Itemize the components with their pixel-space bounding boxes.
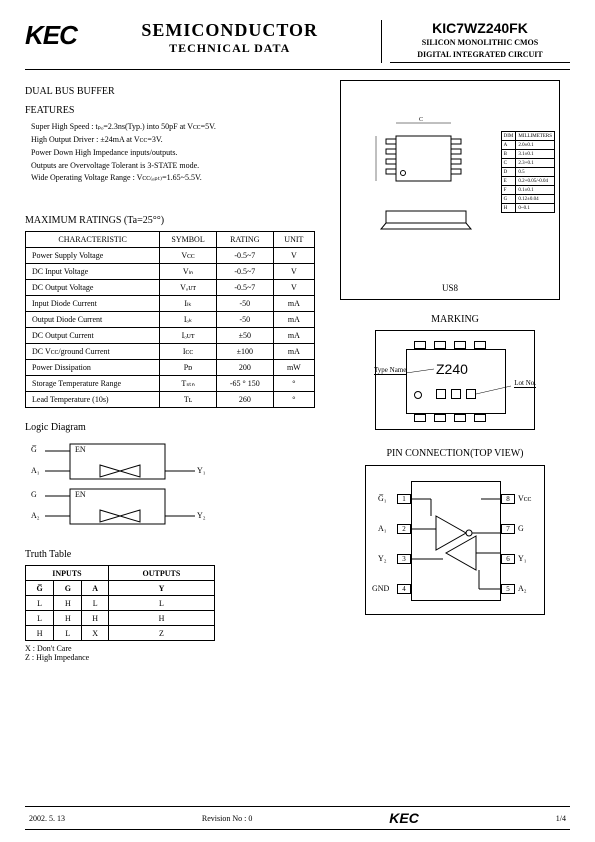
- table-row: Storage Temperature RangeTₛₜₙ-65 ° 150°: [26, 376, 315, 392]
- table-row: Power Supply VoltageVᴄᴄ-0.5~7V: [26, 248, 315, 264]
- logic-svg: [25, 439, 225, 539]
- truth-note-x: X : Don't Care: [25, 644, 325, 653]
- pin-box: 7: [501, 524, 515, 534]
- part-desc-1: SILICON MONOLITHIC CMOS: [390, 38, 570, 48]
- table-row: DC Vᴄᴄ/ground CurrentIᴄᴄ±100mA: [26, 344, 315, 360]
- table-row: DC Output VoltageVₒᴜᴛ-0.5~7V: [26, 280, 315, 296]
- svg-text:C: C: [419, 117, 423, 123]
- table-row: Lead Temperature (10s)Tʟ260°: [26, 392, 315, 408]
- col-unit: UNIT: [273, 232, 314, 248]
- logic-a2: A₂: [31, 511, 40, 520]
- pin-connection-title: PIN CONNECTION(TOP VIEW): [340, 448, 570, 459]
- pin-box: 4: [397, 584, 411, 594]
- pin-label: Vᴄᴄ: [518, 494, 531, 503]
- marking-diagram: Z240 Type Name Lot No.: [375, 330, 535, 430]
- right-column: C DIMMILLIMETERS A2.0±0.1 B3.1±0.1 C2.3+…: [340, 78, 570, 662]
- table-row: Output Diode CurrentIₒₖ-50mA: [26, 312, 315, 328]
- pin-label: A₂: [518, 584, 527, 593]
- truth-table-title: Truth Table: [25, 549, 325, 560]
- left-column: DUAL BUS BUFFER FEATURES Super High Spee…: [25, 78, 325, 662]
- logic-g1: G̅: [31, 445, 37, 454]
- features-list: Super High Speed : tₚₒ=2.3ns(Typ.) into …: [25, 121, 325, 185]
- table-header-row: CHARACTERISTIC SYMBOL RATING UNIT: [26, 232, 315, 248]
- header-underline: [390, 62, 570, 63]
- features-title: FEATURES: [25, 105, 325, 116]
- pin-box: 5: [501, 584, 515, 594]
- pin-label: A₁: [378, 524, 387, 533]
- header-divider: [381, 20, 383, 63]
- part-number: KIC7WZ240FK: [390, 20, 570, 36]
- feature-item: Super High Speed : tₚₒ=2.3ns(Typ.) into …: [31, 121, 325, 134]
- kec-logo: KEC: [25, 20, 87, 51]
- pin-box: 1: [397, 494, 411, 504]
- package-drawing: C DIMMILLIMETERS A2.0±0.1 B3.1±0.1 C2.3+…: [340, 80, 560, 300]
- footer-revision: Revision No : 0: [202, 814, 252, 823]
- table-row: DC Input VoltageVₗₙ-0.5~7V: [26, 264, 315, 280]
- logic-a1: A₁: [31, 466, 40, 475]
- pin-box: 8: [501, 494, 515, 504]
- max-ratings-title: MAXIMUM RATINGS (Ta=25°°): [25, 215, 325, 226]
- table-row: Power DissipationPᴅ200mW: [26, 360, 315, 376]
- truth-table: INPUTSOUTPUTS G̅ G A Y LHLL LHHH HLXZ: [25, 565, 215, 641]
- col-rating: RATING: [216, 232, 273, 248]
- header-right: KIC7WZ240FK SILICON MONOLITHIC CMOS DIGI…: [390, 20, 570, 63]
- logic-y2: Y₂: [197, 511, 206, 520]
- ratings-table: CHARACTERISTIC SYMBOL RATING UNIT Power …: [25, 231, 315, 408]
- pin-box: 3: [397, 554, 411, 564]
- feature-item: Outputs are Overvoltage Tolerant is 3-ST…: [31, 160, 325, 173]
- pin-label: G̅₁: [378, 494, 387, 503]
- logic-en1: EN: [75, 445, 86, 454]
- logic-diagram-title: Logic Diagram: [25, 422, 325, 433]
- page-header: KEC SEMICONDUCTOR TECHNICAL DATA KIC7WZ2…: [25, 20, 570, 70]
- pin-label: GND: [372, 584, 389, 593]
- logic-y1: Y₁: [197, 466, 206, 475]
- marking-title: MARKING: [340, 314, 570, 325]
- footer-logo: KEC: [389, 810, 419, 826]
- pin-label: Y₂: [378, 554, 387, 563]
- page-footer: 2002. 5. 13 Revision No : 0 KEC 1/4: [25, 806, 570, 830]
- dual-bus-buffer-title: DUAL BUS BUFFER: [25, 86, 325, 97]
- package-label: US8: [341, 283, 559, 293]
- pin-box: 2: [397, 524, 411, 534]
- feature-item: Power Down High Impedance inputs/outputs…: [31, 147, 325, 160]
- table-row: Input Diode CurrentIₗₖ-50mA: [26, 296, 315, 312]
- footer-date: 2002. 5. 13: [29, 814, 65, 823]
- title-semiconductor: SEMICONDUCTOR: [87, 20, 373, 41]
- table-row: DC Output CurrentIₒᴜᴛ±50mA: [26, 328, 315, 344]
- pin-label: Y₁: [518, 554, 527, 563]
- feature-item: High Output Driver : ±24mA at Vᴄᴄ=3V.: [31, 134, 325, 147]
- th-inputs: INPUTS: [26, 566, 109, 581]
- col-symbol: SYMBOL: [160, 232, 217, 248]
- feature-item: Wide Operating Voltage Range : Vᴄᴄ₍ₒₚₜ₎=…: [31, 172, 325, 185]
- pin-label: G: [518, 524, 524, 533]
- header-center: SEMICONDUCTOR TECHNICAL DATA: [87, 20, 373, 56]
- dimensions-table: DIMMILLIMETERS A2.0±0.1 B3.1±0.1 C2.3+0.…: [501, 131, 555, 213]
- col-characteristic: CHARACTERISTIC: [26, 232, 160, 248]
- pin-connection-diagram: 1 G̅₁ 2 A₁ 3 Y₂ 4 GND 8 Vᴄᴄ 7 G 6 Y₁ 5 A…: [365, 465, 545, 615]
- logic-en2: EN: [75, 490, 86, 499]
- title-technical-data: TECHNICAL DATA: [87, 41, 373, 56]
- logic-diagram: G̅ A₁ EN Y₁ G A₂ EN Y₂: [25, 439, 225, 539]
- footer-page: 1/4: [556, 814, 566, 823]
- part-desc-2: DIGITAL INTEGRATED CIRCUIT: [390, 50, 570, 60]
- truth-note-z: Z : High Impedance: [25, 653, 325, 662]
- pin-box: 6: [501, 554, 515, 564]
- pinconn-svg: [411, 481, 501, 601]
- th-outputs: OUTPUTS: [108, 566, 214, 581]
- logic-g2: G: [31, 490, 37, 499]
